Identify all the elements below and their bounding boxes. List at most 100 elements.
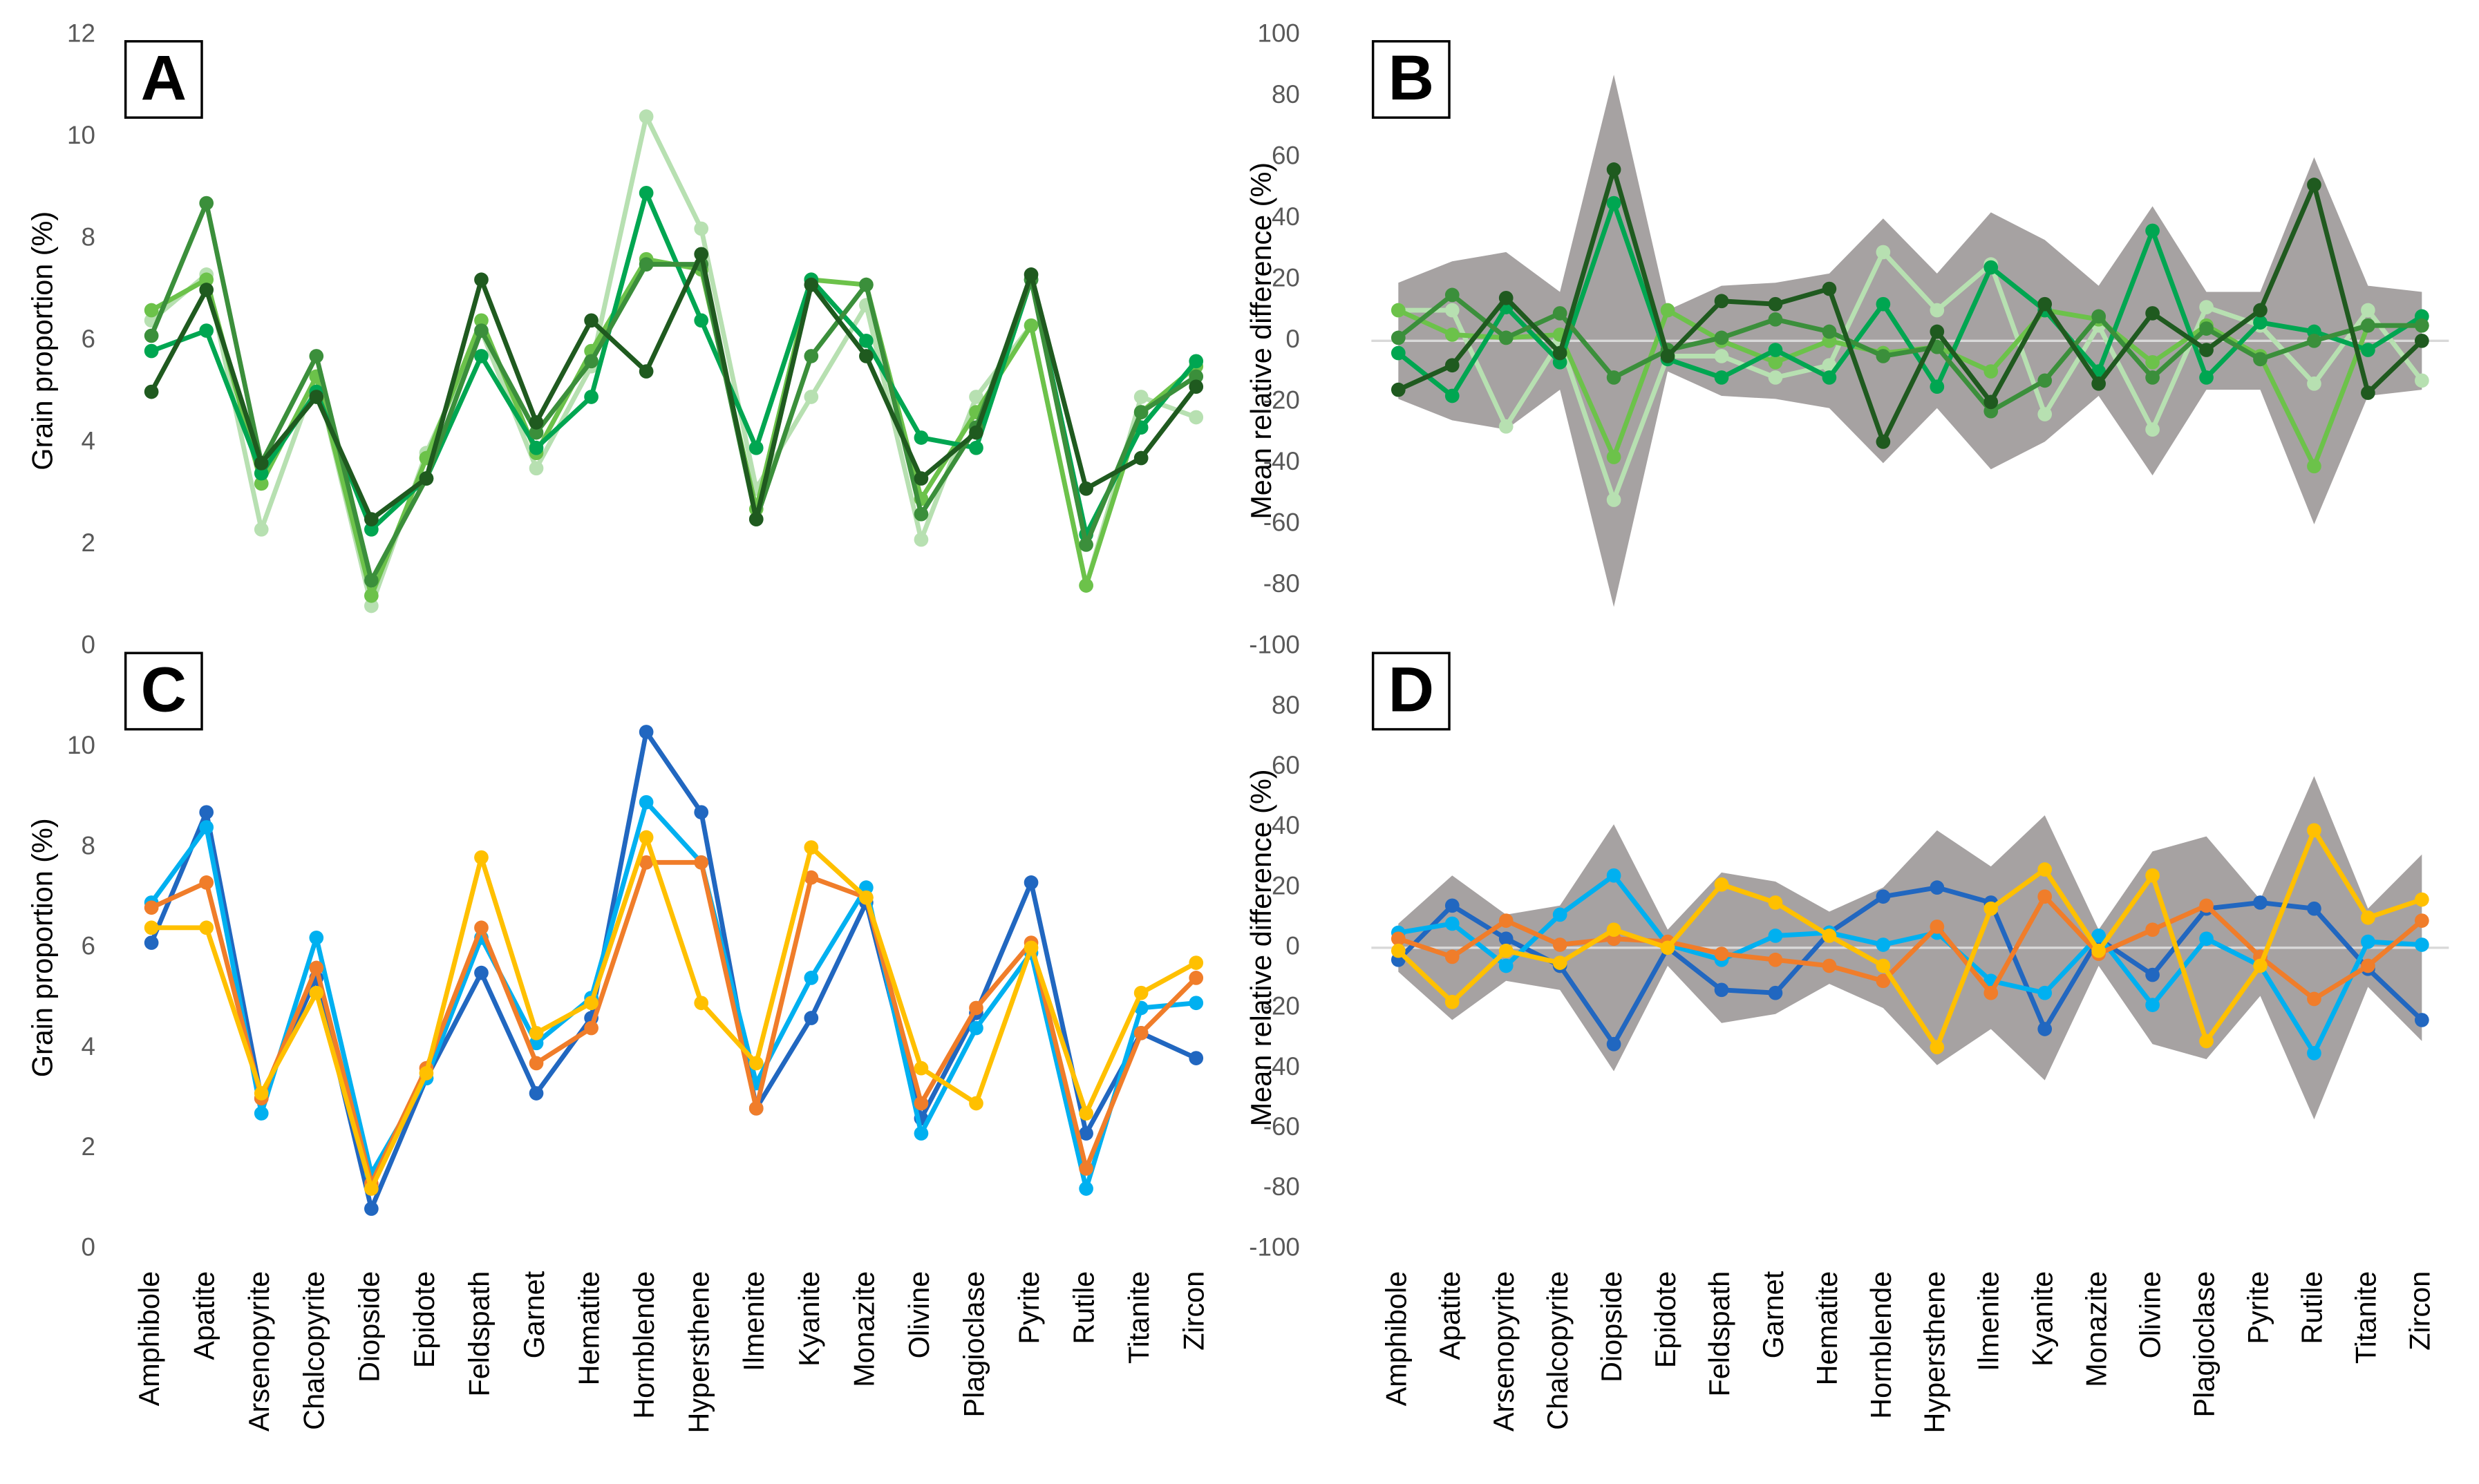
data-point [1024, 318, 1039, 333]
data-point [199, 283, 214, 297]
data-point [1714, 330, 1729, 345]
y-tick-label: 20 [1272, 263, 1300, 292]
data-point [2414, 318, 2429, 333]
data-point [144, 384, 159, 399]
data-point [1552, 306, 1567, 321]
data-point [364, 573, 379, 588]
y-tick-label: 0 [1285, 932, 1299, 960]
data-point [1444, 287, 1460, 303]
data-point [1391, 303, 1406, 318]
data-point [639, 830, 654, 845]
data-point [1930, 919, 1945, 934]
x-tick-label: Kyanite [2027, 1271, 2059, 1367]
y-axis-label: Grain proportion (%) [26, 211, 58, 470]
data-point [199, 875, 214, 890]
data-point [2145, 306, 2160, 321]
data-point [1876, 435, 1891, 449]
data-point [1714, 370, 1729, 385]
data-point [804, 277, 819, 292]
data-point [1983, 364, 1999, 379]
panel-label-box [124, 651, 203, 731]
data-point [969, 390, 983, 404]
series-line [149, 799, 1197, 1191]
panel-label: D [1388, 654, 1434, 725]
series-line [149, 730, 1198, 1211]
data-point [639, 257, 654, 272]
data-point [419, 471, 434, 486]
data-point [1606, 493, 1621, 507]
data-point [1983, 394, 1999, 410]
data-point [364, 598, 379, 613]
data-point [1552, 907, 1567, 922]
data-point [2091, 929, 2106, 943]
data-point [1079, 1126, 1093, 1141]
x-tick-label: Arsenopyrite [1488, 1271, 1520, 1431]
x-tick-label: Chalcopyrite [299, 1271, 330, 1430]
x-tick-label: Epidote [1650, 1271, 1681, 1368]
data-point [1768, 370, 1783, 385]
data-point [529, 461, 544, 476]
data-point [2253, 352, 2268, 367]
data-point [1983, 985, 1999, 1000]
data-point [1133, 405, 1149, 419]
data-point [1391, 382, 1406, 397]
data-point [694, 247, 709, 262]
data-point [1189, 369, 1204, 384]
y-axis-label: Mean relative difference (%) [1245, 162, 1277, 520]
x-tick-label: Chalcopyrite [1542, 1271, 1574, 1430]
y-tick-label: 20 [1272, 871, 1300, 900]
data-point [364, 522, 379, 537]
data-point [1876, 958, 1891, 973]
data-point [2361, 343, 2375, 357]
data-point [364, 512, 379, 526]
data-point [1444, 994, 1460, 1009]
data-point [1714, 982, 1729, 998]
x-tick-label: Amphibole [1380, 1271, 1412, 1407]
y-tick-label: -60 [1263, 508, 1300, 537]
data-point [694, 855, 709, 870]
data-point [144, 328, 159, 343]
panel-label: B [1388, 43, 1434, 113]
y-tick-label: 0 [81, 631, 95, 659]
data-point [1768, 312, 1783, 327]
data-point [1498, 290, 1514, 305]
x-tick-label: Olivine [903, 1271, 935, 1358]
data-point [1079, 538, 1093, 552]
data-point [1498, 943, 1514, 958]
series-line [1397, 894, 2424, 1002]
data-point [2361, 386, 2375, 400]
y-axis-label: Mean relative difference (%) [1245, 769, 1277, 1126]
data-point [748, 1101, 764, 1116]
data-point [144, 935, 159, 950]
series-line [1397, 167, 2424, 444]
data-point [2307, 178, 2321, 192]
panel-label-box [124, 40, 203, 119]
series-line [1397, 200, 2424, 399]
data-point [1768, 296, 1783, 312]
data-point [1444, 388, 1460, 403]
x-tick-label: Garnet [1757, 1271, 1789, 1358]
data-point [199, 920, 214, 935]
y-tick-label: -80 [1263, 1172, 1300, 1201]
x-tick-label: Diopside [353, 1271, 385, 1382]
x-tick-label: Epidote [408, 1271, 440, 1368]
y-tick-label: 8 [81, 222, 95, 251]
x-tick-label: Feldspath [463, 1271, 495, 1397]
data-point [1930, 379, 1945, 394]
data-point [2414, 913, 2429, 928]
data-point [474, 850, 489, 865]
y-tick-label: 80 [1272, 80, 1300, 108]
y-tick-label: -60 [1263, 1112, 1300, 1141]
data-point [584, 1020, 598, 1036]
data-point [1189, 996, 1204, 1011]
data-point [2199, 370, 2214, 385]
x-tick-label: Monazite [848, 1271, 880, 1387]
data-point [1552, 955, 1567, 970]
data-point [2145, 922, 2160, 938]
data-point [1768, 952, 1783, 967]
data-point [914, 506, 929, 522]
data-point [639, 795, 654, 810]
x-tick-label: Diopside [1596, 1271, 1628, 1382]
panel-label: C [141, 654, 187, 725]
data-point [1498, 958, 1514, 973]
